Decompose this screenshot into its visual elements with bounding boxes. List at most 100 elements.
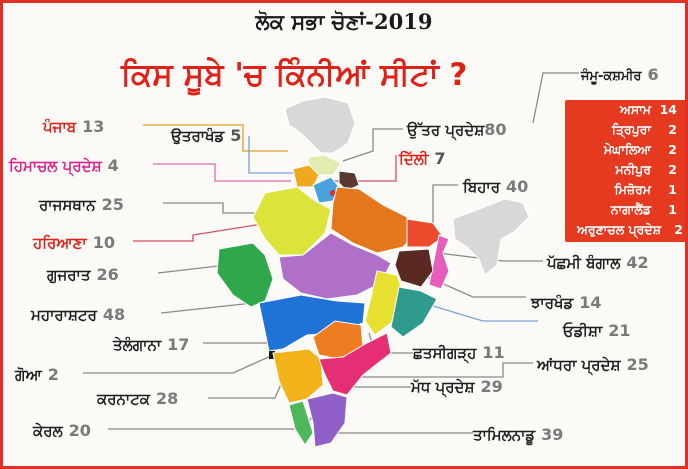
seat-count: 1 [668, 182, 677, 197]
state-name: ਹਰਿਆਣਾ [33, 234, 87, 252]
seat-count: 42 [626, 253, 649, 272]
label-telangana: ਤੇਲੰਗਾਨਾ 17 [113, 335, 189, 354]
state-name: ਛਤਸੀਗੜ੍ਹ [413, 344, 477, 362]
region-jharkhand [394, 248, 434, 288]
state-name: ਕੇਰਲ [33, 422, 63, 440]
leader-karnataka [208, 374, 286, 399]
leader-rajasthan [163, 202, 275, 214]
seat-count: 2 [668, 162, 677, 177]
seat-count: 17 [167, 335, 190, 354]
region-goa [269, 351, 275, 359]
seat-count: 14 [659, 102, 677, 117]
ne-row-nagaland: ਨਾਗਾਲੈਂਡ 1 [565, 202, 685, 220]
state-name: ਗੋਆ [15, 366, 42, 384]
state-name: ਕਰਨਾਟਕ [97, 390, 151, 408]
india-map [83, 72, 579, 448]
label-west-bengal: ਪੱਛਮੀ ਬੰਗਾਲ 42 [547, 253, 649, 272]
state-name: ਤ੍ਰਿਪੁਰਾ [611, 122, 651, 137]
seat-count: 20 [68, 421, 91, 440]
seat-count: 14 [579, 293, 602, 312]
northeast-panel: ਅਸਾਮ 14 ਤ੍ਰਿਪੁਰਾ 2 ਮੇਘਾਲਿਆ 2 ਮਨੀਪੁਰ 2 ਮਿਜ਼ੋਰ… [565, 100, 685, 242]
state-name: ਦਿੱਲੀ [399, 150, 429, 168]
label-gujarat: ਗੁਜਰਾਤ 26 [47, 265, 119, 284]
state-name: ਨਾਗਾਲੈਂਡ [610, 202, 651, 217]
region-andhra-pradesh [318, 332, 392, 396]
ne-row-meghalaya: ਮੇਘਾਲਿਆ 2 [565, 142, 685, 160]
state-name: ਪੰਜਾਬ [43, 118, 77, 136]
seat-count: 10 [92, 233, 115, 252]
seat-count: 2 [674, 222, 683, 237]
seat-count: 48 [102, 305, 126, 324]
region-punjab [292, 164, 320, 188]
state-name: ਗੁਜਰਾਤ [47, 266, 91, 284]
label-haryana: ਹਰਿਆਣਾ 10 [33, 233, 115, 252]
state-name: ਆਂਧਰਾ ਪ੍ਰਦੇਸ਼ [537, 356, 621, 374]
leader-tamilnadu [332, 420, 473, 434]
seat-count: 25 [101, 195, 124, 214]
label-jammu-kashmir: ਜੰਮੂ-ਕਸ਼ਮੀਰ 6 [581, 65, 659, 84]
leader-himachal [153, 163, 291, 182]
label-uttarakhand: ਉਤਰਾਖੰਡ 5 [171, 126, 241, 145]
state-name: ਮੇਘਾਲਿਆ [603, 142, 651, 157]
region-chhattisgarh [364, 270, 404, 336]
label-maharashtra: ਮਹਾਰਾਸ਼ਟਰ 48 [31, 305, 125, 324]
seat-count: 39 [541, 425, 564, 444]
leader-jk [532, 72, 579, 124]
leader-goa [83, 354, 274, 374]
region-uttar-pradesh [330, 186, 418, 254]
region-odisha [390, 286, 438, 338]
state-name: ਜੰਮੂ-ਕਸ਼ਮੀਰ [581, 69, 642, 84]
region-gujarat [216, 242, 274, 308]
leader-kerala [108, 412, 316, 430]
label-punjab: ਪੰਜਾਬ 13 [43, 117, 104, 136]
leader-odisha [422, 302, 538, 322]
label-jharkhand: ਝਾਰਖੰਡ 14 [531, 293, 602, 312]
state-name: ਹਿਮਾਚਲ ਪ੍ਰਦੇਸ਼ [9, 157, 102, 175]
seat-count: 1 [668, 202, 677, 217]
seat-count: 4 [107, 156, 119, 175]
label-kerala: ਕੇਰਲ 20 [33, 421, 91, 440]
seat-count: 40 [506, 177, 529, 196]
leader-maharashtra [160, 302, 254, 314]
seat-count: 13 [82, 117, 105, 136]
seat-count: 28 [156, 389, 179, 408]
state-name: ਝਾਰਖੰਡ [531, 294, 574, 312]
state-name: ਪੱਛਮੀ ਬੰਗਾਲ [547, 254, 621, 272]
page-title: ਲੋਕ ਸਭਾ ਚੋਣਾਂ-2019 [255, 9, 433, 34]
label-karnataka: ਕਰਨਾਟਕ 28 [97, 389, 178, 408]
state-name: ਅਰੁਣਾਚਲ ਪ੍ਰਦੇਸ਼ [577, 222, 661, 237]
label-rajasthan: ਰਾਜਸਥਾਨ 25 [39, 195, 124, 214]
state-name: ਤੇਲੰਗਾਨਾ [113, 336, 162, 354]
region-delhi [330, 190, 336, 196]
leader-westbengal [437, 252, 543, 262]
seat-count: 5 [230, 126, 242, 145]
label-uttar-pradesh: ਉੱਤਰ ਪ੍ਰਦੇਸ਼80 [407, 120, 507, 139]
ne-row-manipur: ਮਨੀਪੁਰ 2 [565, 162, 685, 180]
region-kerala [288, 400, 314, 446]
leader-andhra [359, 362, 533, 378]
ne-row-mizoram: ਮਿਜ਼ੋਰਮ 1 [565, 182, 685, 200]
state-name: ਓਡੀਸ਼ਾ [563, 322, 603, 340]
seat-count: 29 [480, 377, 503, 396]
state-name: ਮੱਧ ਪ੍ਰਦੇਸ਼ [411, 378, 475, 396]
state-name: ਉੱਤਰ ਪ੍ਰਦੇਸ਼ [407, 121, 485, 139]
label-goa: ਗੋਆ 2 [15, 365, 59, 384]
region-bihar [406, 218, 444, 248]
state-name: ਉਤਰਾਖੰਡ [171, 127, 225, 145]
state-name: ਤਾਮਿਲਨਾਡੂ [473, 426, 536, 444]
ne-row-assam: ਅਸਾਮ 14 [565, 102, 685, 120]
label-bihar: ਬਿਹਾਰ 40 [463, 177, 528, 196]
state-name: ਮਨੀਪੁਰ [615, 162, 651, 177]
leader-uttarakhand [248, 136, 303, 174]
seat-count: 11 [482, 343, 505, 362]
seat-count: 7 [434, 149, 446, 168]
leader-punjab [143, 124, 288, 152]
ne-row-arunachal: ਅਰੁਣਾਚਲ ਪ੍ਰਦੇਸ਼ 2 [565, 222, 685, 240]
seat-count: 80 [484, 120, 507, 139]
label-andhra-pradesh: ਆਂਧਰਾ ਪ੍ਰਦੇਸ਼ 25 [537, 355, 649, 374]
state-name: ਰਾਜਸਥਾਨ [39, 196, 96, 214]
leader-up [342, 128, 403, 162]
label-himachal: ਹਿਮਾਚਲ ਪ੍ਰਦੇਸ਼ 4 [9, 156, 119, 175]
seat-count: 26 [96, 265, 119, 284]
